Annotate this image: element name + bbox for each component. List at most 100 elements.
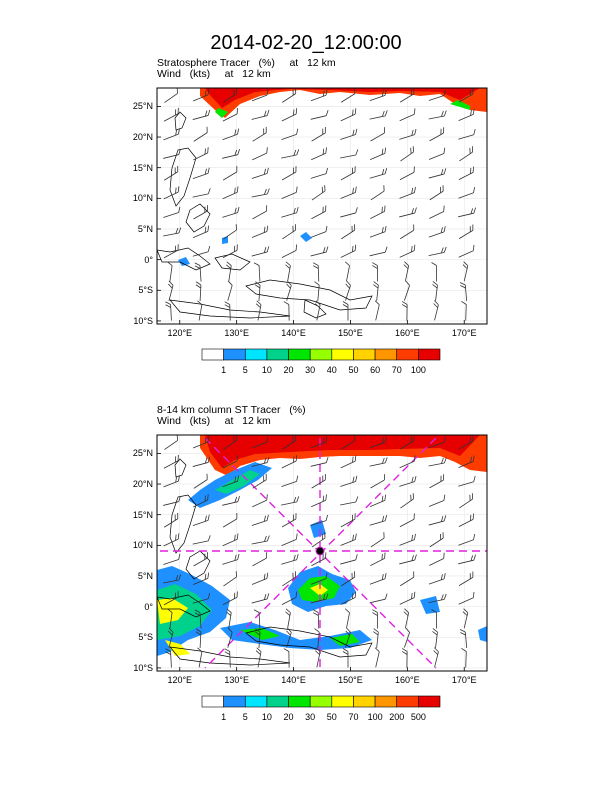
wind-barb: [252, 205, 268, 220]
colorbar-box: [353, 695, 376, 708]
wind-barb: [344, 608, 350, 629]
wind-barb: [428, 494, 446, 507]
wind-barb: [281, 149, 300, 159]
wind-barb: [310, 167, 328, 179]
wind-barb: [283, 648, 290, 668]
wind-barb: [163, 591, 179, 606]
wind-barb: [197, 300, 203, 321]
wind-barb: [458, 186, 476, 199]
colorbar-label: 30: [305, 712, 316, 722]
wind-barb: [369, 572, 387, 585]
wind-barb: [403, 261, 410, 282]
wind-barb: [192, 514, 210, 526]
wind-barb: [281, 186, 298, 199]
wind-barb: [458, 554, 476, 565]
lon-tick-label: 150°E: [338, 675, 363, 685]
wind-barb: [428, 168, 447, 179]
wind-barb: [458, 166, 474, 180]
wind-barb: [428, 89, 446, 101]
wind-barb: [369, 225, 387, 238]
wind-barb: [462, 261, 469, 282]
colorbar-label: 10: [261, 365, 272, 375]
wind-barb: [310, 436, 328, 449]
colorbar-box: [244, 695, 268, 708]
wind-barb: [310, 572, 328, 585]
wind-barb: [310, 89, 328, 102]
wind-barb: [311, 127, 326, 142]
wind-barb: [281, 207, 299, 218]
lat-tick-label: 15°N: [132, 162, 153, 173]
wind-barb: [251, 246, 270, 257]
wind-barb: [253, 262, 261, 282]
wind-barb: [222, 496, 240, 506]
wind-barb: [164, 87, 178, 103]
colorbar-label: 100: [410, 365, 426, 375]
wind-barb: [428, 515, 447, 526]
wind-barb: [428, 226, 446, 238]
colorbar-label: 20: [283, 712, 294, 722]
wind-barb: [222, 591, 238, 606]
wind-barb: [342, 648, 349, 668]
wind-barb: [312, 262, 320, 282]
wind-barb: [222, 244, 238, 259]
wind-barb: [369, 457, 388, 467]
colorbar-box: [396, 695, 419, 708]
wind-barb: [429, 205, 445, 219]
wind-barb: [310, 514, 328, 526]
panel2-tracer-core: [205, 435, 480, 468]
wind-barb: [163, 206, 181, 218]
wind-barb: [192, 246, 211, 257]
wind-barb: [433, 300, 439, 321]
wind-barb: [369, 494, 387, 507]
wind-barb: [163, 553, 181, 565]
colorbar-label: 100: [367, 712, 383, 722]
wind-barb: [458, 224, 474, 239]
wind-barb: [428, 436, 446, 448]
wind-barb: [341, 224, 356, 240]
wind-barb: [285, 608, 291, 629]
lat-tick-label: 10°N: [132, 540, 153, 551]
colorbar-label: 5: [242, 365, 248, 375]
wind-barb: [428, 110, 447, 120]
wind-barb: [310, 457, 329, 467]
wind-barb: [340, 244, 357, 258]
wind-barb: [251, 436, 269, 449]
wind-barb: [223, 571, 237, 587]
wind-barb: [372, 262, 379, 282]
wind-barb: [373, 628, 379, 648]
wind-barb: [459, 629, 468, 649]
colorbar-box: [309, 348, 333, 361]
wind-barb: [400, 571, 415, 587]
wind-barb: [222, 553, 240, 565]
lat-tick-label: 20°N: [132, 479, 153, 490]
wind-barb: [283, 301, 290, 321]
colorbar-box: [223, 695, 246, 708]
lat-tick-label: 25°N: [132, 101, 153, 112]
wind-barb: [369, 515, 388, 526]
lat-tick-label: 25°N: [132, 448, 153, 459]
wind-barb: [163, 186, 180, 200]
wind-barb: [403, 608, 410, 629]
wind-barb: [223, 434, 238, 450]
wind-barb: [312, 609, 320, 629]
wind-barb: [340, 207, 358, 218]
wind-barb: [399, 455, 416, 469]
wind-barb: [372, 609, 379, 629]
wind-barb: [163, 244, 179, 259]
colorbar-label: 20: [283, 365, 294, 375]
wind-barb: [193, 494, 209, 508]
wind-barb: [165, 648, 172, 668]
wind-barb: [311, 474, 326, 489]
wind-barb: [164, 434, 178, 450]
wind-barb: [432, 628, 438, 648]
wind-barb: [281, 128, 299, 140]
colorbar-label: 60: [370, 365, 381, 375]
lon-tick-label: 130°E: [224, 328, 249, 338]
wind-barb: [311, 147, 327, 161]
wind-barb: [399, 108, 416, 122]
wind-barb: [195, 281, 202, 302]
wind-barb: [374, 300, 380, 321]
wind-barb: [458, 571, 474, 586]
wind-barb: [341, 87, 356, 103]
wind-barb: [282, 571, 297, 587]
